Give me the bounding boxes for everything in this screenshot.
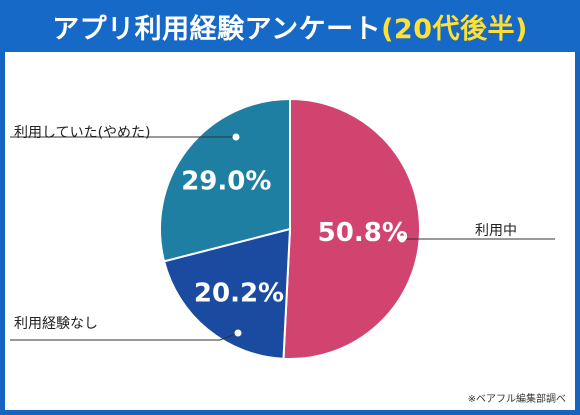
pie-slice	[282, 97, 421, 360]
title-main: アプリ利用経験アンケート	[52, 13, 382, 45]
title-accent: (20代後半)	[381, 13, 528, 45]
slice-value-label: 29.0%	[181, 167, 271, 197]
leader-dot	[232, 133, 240, 141]
leader-dot	[398, 235, 406, 243]
slice-value-label: 20.2%	[194, 278, 284, 308]
pie-slice	[159, 97, 291, 263]
chart-title: アプリ利用経験アンケート (20代後半)	[0, 0, 580, 52]
slice-category-label: 利用経験なし	[14, 316, 98, 332]
pie-slice	[162, 227, 292, 360]
slice-category-label: 利用していた(やめた)	[14, 125, 151, 141]
leader-line	[10, 332, 239, 341]
source-note: ※ベアフル編集部調べ	[467, 394, 566, 405]
slice-value-label: 50.8%	[318, 218, 408, 248]
leader-dot	[234, 329, 242, 337]
slice-category-label: 利用中	[475, 223, 517, 239]
